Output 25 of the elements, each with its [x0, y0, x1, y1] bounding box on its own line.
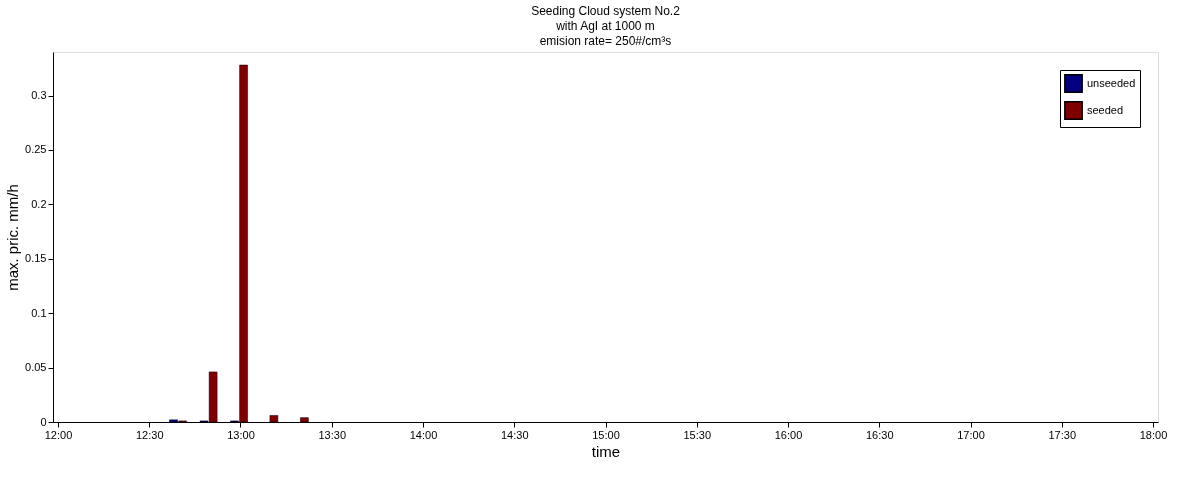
- x-tick-label: 15:00: [592, 428, 620, 441]
- y-axis-title: max. pric. mm/h: [4, 184, 22, 291]
- x-tick-label: 16:30: [865, 428, 894, 441]
- x-tick-label: 14:00: [409, 428, 438, 441]
- y-tick-label: 0.2: [31, 197, 47, 210]
- x-tick-label: 16:00: [774, 428, 803, 441]
- x-tick-label: 15:30: [683, 428, 712, 441]
- legend-label: unseeded: [1087, 76, 1136, 89]
- x-tick-label: 17:00: [957, 428, 985, 441]
- x-tick-label: 18:00: [1139, 428, 1168, 441]
- x-tick-label: 13:00: [227, 428, 255, 441]
- y-tick-label: 0.15: [25, 252, 47, 265]
- legend-label: seeded: [1087, 103, 1124, 116]
- x-tick-label: 14:30: [500, 428, 529, 441]
- y-tick-label: 0.1: [31, 306, 47, 319]
- x-tick-label: 12:30: [135, 428, 164, 441]
- y-tick-label: 0.3: [31, 89, 47, 102]
- y-tick-label: 0.05: [25, 361, 47, 374]
- x-tick-label: 12:00: [44, 428, 73, 441]
- x-axis-title: time: [591, 442, 621, 460]
- x-tick-label: 13:30: [318, 428, 347, 441]
- y-tick-label: 0.25: [25, 143, 47, 156]
- chart-title: Seeding Cloud system No.2 with AgI at 1000 m emision rate= 250#/cm³s: [531, 4, 681, 48]
- x-tick-label: 17:30: [1048, 428, 1077, 441]
- y-tick-label: 0: [40, 415, 47, 428]
